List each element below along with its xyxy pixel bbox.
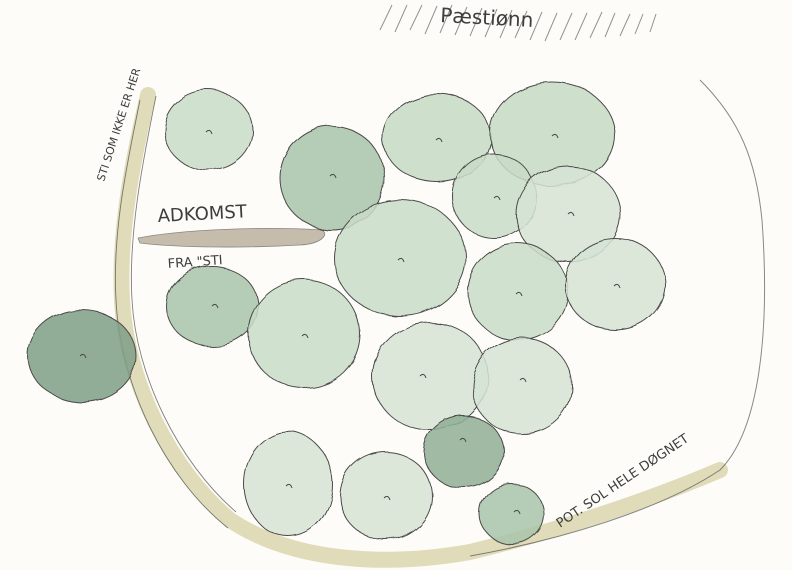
tree-canopy [371,321,489,431]
access-strip [137,228,326,248]
tree-group [27,81,666,545]
tree-canopy [279,125,385,231]
tree-canopy [247,279,361,389]
tree-canopy [27,309,137,403]
top-label: Pæstiønn [440,3,534,32]
tree-canopy [479,483,545,545]
hatched-area [379,4,657,42]
tree-canopy [163,89,253,171]
access-from-label: FRA "STI [167,253,223,272]
tree-canopy [471,337,573,435]
tree-canopy [423,415,505,489]
tree-canopy [564,237,666,331]
tree-trunk-marks [79,129,621,515]
tree-canopy [243,431,333,537]
outer-boundary-line [469,79,766,557]
tree-canopy [467,243,569,341]
path-arc-outline [114,95,237,529]
tree-canopy [339,451,433,541]
tree-canopy [333,199,467,317]
access-label: ADKOMST [157,201,248,227]
path-arc [113,87,728,568]
